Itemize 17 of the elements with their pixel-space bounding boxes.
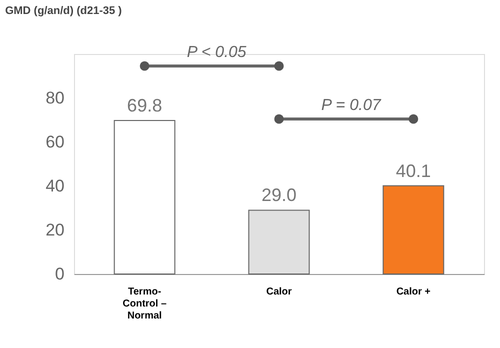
x-tick-label: Calor +	[396, 286, 431, 298]
bar	[114, 120, 176, 274]
y-tick-label: 80	[46, 88, 64, 108]
x-tick-label: Calor	[266, 286, 292, 298]
data-label: 69.8	[127, 95, 162, 116]
bar	[248, 210, 310, 274]
data-label: 29.0	[261, 185, 297, 206]
annotation: P < 0.05	[186, 44, 246, 61]
y-tick-label: 0	[55, 264, 64, 284]
bar	[382, 185, 444, 274]
chart-title: GMD (g/an/d) (d21-35 )	[5, 5, 122, 17]
y-tick-label: 60	[46, 132, 64, 152]
y-tick-label: 20	[46, 220, 64, 240]
y-tick-label: 40	[46, 176, 64, 196]
annotation: P = 0.07	[321, 97, 382, 114]
data-label: 40.1	[396, 160, 431, 181]
x-tick-label: Termo-Control – Normal	[122, 286, 167, 322]
